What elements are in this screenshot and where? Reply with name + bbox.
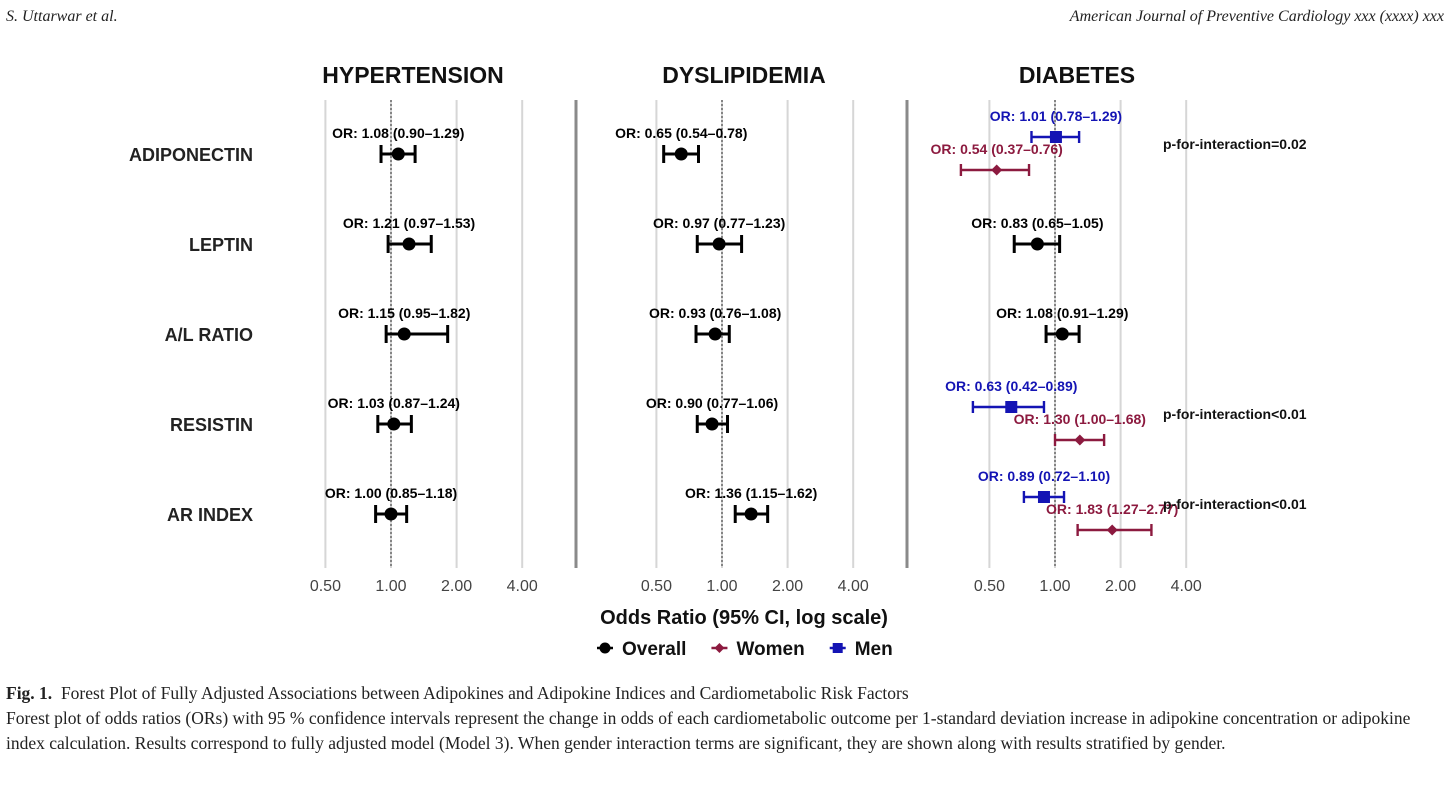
x-tick-label: 4.00 bbox=[838, 578, 869, 595]
point-estimate-women bbox=[1106, 524, 1118, 536]
point-estimate-overall bbox=[387, 417, 401, 431]
data-label: OR: 0.89 (0.72–1.10) bbox=[978, 468, 1110, 484]
data-label: OR: 0.93 (0.76–1.08) bbox=[649, 305, 781, 321]
point-estimate-men bbox=[1049, 131, 1062, 143]
row-label: AR INDEX bbox=[167, 505, 253, 525]
panel-title: HYPERTENSION bbox=[322, 62, 503, 88]
data-label: OR: 1.08 (0.90–1.29) bbox=[332, 125, 464, 141]
panel-title: DYSLIPIDEMIA bbox=[662, 62, 826, 88]
legend-label: Men bbox=[855, 639, 893, 660]
figure-caption: Fig. 1. Forest Plot of Fully Adjusted As… bbox=[6, 681, 1446, 756]
panel-title: DIABETES bbox=[1019, 62, 1135, 88]
data-label: OR: 0.63 (0.42–0.89) bbox=[945, 378, 1077, 394]
point-estimate-men bbox=[1037, 491, 1050, 503]
interaction-annotation: p-for-interaction<0.01 bbox=[1163, 406, 1307, 422]
x-tick-label: 4.00 bbox=[507, 578, 538, 595]
data-label: OR: 1.00 (0.85–1.18) bbox=[325, 485, 457, 501]
data-label: OR: 1.08 (0.91–1.29) bbox=[996, 305, 1128, 321]
point-estimate-overall bbox=[705, 417, 719, 431]
point-estimate-overall bbox=[391, 147, 405, 161]
data-label: OR: 0.97 (0.77–1.23) bbox=[653, 215, 785, 231]
point-estimate-men bbox=[1005, 401, 1018, 413]
point-estimate-overall bbox=[712, 237, 726, 251]
x-tick-label: 2.00 bbox=[441, 578, 472, 595]
legend-diamond-icon bbox=[714, 643, 725, 653]
x-tick-label: 0.50 bbox=[641, 578, 672, 595]
x-tick-label: 1.00 bbox=[1039, 578, 1070, 595]
point-estimate-women bbox=[1074, 434, 1086, 446]
point-estimate-overall bbox=[397, 327, 411, 341]
row-label: A/L RATIO bbox=[165, 325, 253, 345]
x-tick-label: 1.00 bbox=[375, 578, 406, 595]
data-label: OR: 1.21 (0.97–1.53) bbox=[343, 215, 475, 231]
running-header-journal: American Journal of Preventive Cardiolog… bbox=[1069, 8, 1444, 25]
legend-label: Overall bbox=[622, 639, 686, 660]
x-tick-label: 1.00 bbox=[706, 578, 737, 595]
running-header-authors: S. Uttarwar et al. bbox=[6, 8, 118, 25]
x-tick-label: 0.50 bbox=[310, 578, 341, 595]
point-estimate-overall bbox=[708, 327, 722, 341]
caption-label: Fig. 1. bbox=[6, 683, 53, 703]
data-label: OR: 1.15 (0.95–1.82) bbox=[338, 305, 470, 321]
legend-circle-icon bbox=[599, 642, 611, 654]
x-tick-label: 0.50 bbox=[974, 578, 1005, 595]
forest-plot: ADIPONECTIN LEPTIN A/L RATIO RESISTIN AR IND… bbox=[129, 62, 1307, 660]
data-label: OR: 0.83 (0.65–1.05) bbox=[971, 215, 1103, 231]
legend-square-icon bbox=[832, 643, 843, 653]
point-estimate-overall bbox=[744, 507, 758, 521]
interaction-annotation: p-for-interaction=0.02 bbox=[1163, 136, 1307, 152]
data-label: OR: 1.03 (0.87–1.24) bbox=[328, 395, 460, 411]
x-tick-label: 4.00 bbox=[1171, 578, 1202, 595]
data-label: OR: 1.36 (1.15–1.62) bbox=[685, 485, 817, 501]
point-estimate-overall bbox=[1030, 237, 1044, 251]
x-tick-label: 2.00 bbox=[1105, 578, 1136, 595]
row-label: LEPTIN bbox=[189, 235, 253, 255]
interaction-annotation: p-for-interaction<0.01 bbox=[1163, 496, 1307, 512]
x-axis-label: Odds Ratio (95% CI, log scale) bbox=[600, 607, 888, 629]
data-label: OR: 1.30 (1.00–1.68) bbox=[1014, 411, 1146, 427]
data-label: OR: 0.90 (0.77–1.06) bbox=[646, 395, 778, 411]
data-label: OR: 0.65 (0.54–0.78) bbox=[615, 125, 747, 141]
point-estimate-overall bbox=[674, 147, 688, 161]
point-estimate-overall bbox=[1055, 327, 1069, 341]
x-tick-label: 2.00 bbox=[772, 578, 803, 595]
point-estimate-women bbox=[991, 164, 1003, 176]
data-label: OR: 1.83 (1.27–2.77) bbox=[1046, 501, 1178, 517]
row-label: ADIPONECTIN bbox=[129, 145, 253, 165]
caption-body: Forest plot of odds ratios (ORs) with 95… bbox=[6, 708, 1411, 753]
caption-title: Forest Plot of Fully Adjusted Associatio… bbox=[60, 683, 909, 703]
legend-label: Women bbox=[736, 639, 804, 660]
point-estimate-overall bbox=[402, 237, 416, 251]
point-estimate-overall bbox=[384, 507, 398, 521]
data-label: OR: 0.54 (0.37–0.76) bbox=[931, 141, 1063, 157]
row-label: RESISTIN bbox=[170, 415, 253, 435]
data-label: OR: 1.01 (0.78–1.29) bbox=[990, 108, 1122, 124]
